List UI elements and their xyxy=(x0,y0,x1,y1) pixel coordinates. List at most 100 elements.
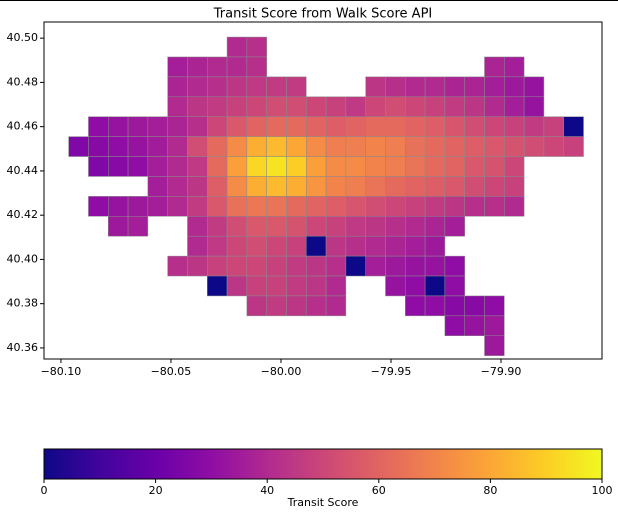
colorbar-tick-label: 20 xyxy=(149,484,163,497)
grid-cell xyxy=(306,196,327,217)
grid-cell xyxy=(345,255,366,277)
y-tick-label: 40.40 xyxy=(7,252,39,265)
grid-cell xyxy=(325,196,347,217)
grid-cell xyxy=(504,136,525,157)
grid-cell xyxy=(385,96,406,117)
grid-cell xyxy=(147,156,168,177)
grid-cell xyxy=(246,275,267,297)
y-tick-label: 40.36 xyxy=(7,341,39,354)
grid-cell xyxy=(325,255,347,277)
grid-cell xyxy=(306,156,327,177)
grid-cell xyxy=(405,116,426,137)
grid-cell xyxy=(365,176,386,197)
grid-cell xyxy=(286,216,307,237)
grid-cell xyxy=(543,116,564,137)
grid-cell xyxy=(246,36,267,58)
grid-cell xyxy=(405,156,426,177)
grid-cell xyxy=(147,196,168,217)
grid-cell xyxy=(226,255,248,277)
grid-cell xyxy=(266,275,287,297)
grid-cell xyxy=(127,216,149,237)
grid-cell xyxy=(246,255,267,277)
grid-cell xyxy=(207,255,228,277)
grid-cell xyxy=(424,116,446,137)
grid-cell xyxy=(365,235,386,257)
grid-cell xyxy=(286,156,307,177)
grid-cell xyxy=(226,116,248,137)
grid-cell xyxy=(207,235,228,257)
grid-cell xyxy=(246,56,267,78)
chart-title: Transit Score from Walk Score API xyxy=(213,7,433,22)
grid-cell xyxy=(405,275,426,297)
grid-cell xyxy=(266,255,287,277)
grid-cell xyxy=(107,116,129,137)
grid-cell xyxy=(424,136,446,157)
grid-cell xyxy=(365,216,386,237)
grid-cell xyxy=(444,255,465,277)
grid-cell xyxy=(286,255,307,277)
grid-cell xyxy=(167,136,188,157)
grid-cell xyxy=(484,56,505,78)
grid-cell xyxy=(207,275,228,297)
grid-cell xyxy=(167,196,188,217)
colorbar-tick-label: 40 xyxy=(260,484,274,497)
grid-cell xyxy=(207,216,228,237)
grid-cell xyxy=(424,255,446,277)
grid-cell xyxy=(167,156,188,177)
grid-cell xyxy=(286,116,307,137)
grid-cell xyxy=(226,36,248,58)
grid-cell xyxy=(266,196,287,217)
grid-cell xyxy=(127,116,149,137)
grid-cell xyxy=(464,116,485,137)
grid-cell xyxy=(306,255,327,277)
colorbar-tick-label: 80 xyxy=(483,484,497,497)
grid-cell xyxy=(246,96,267,117)
grid-cell xyxy=(187,255,208,277)
grid-cell xyxy=(226,156,248,177)
grid-cell xyxy=(167,56,188,78)
grid-cell xyxy=(266,76,287,98)
grid-cell xyxy=(187,196,208,217)
grid-cell xyxy=(385,196,406,217)
grid-cell xyxy=(385,176,406,197)
grid-cell xyxy=(266,176,287,197)
grid-cell xyxy=(484,176,505,197)
grid-cell xyxy=(266,216,287,237)
grid-cell xyxy=(266,96,287,117)
grid-cell xyxy=(365,156,386,177)
grid-cell xyxy=(444,136,465,157)
grid-cell xyxy=(444,315,465,337)
grid-cell xyxy=(207,176,228,197)
grid-cell xyxy=(187,56,208,78)
grid-cell xyxy=(187,76,208,98)
grid-cell xyxy=(444,275,465,297)
grid-cell xyxy=(147,136,168,157)
grid-cell xyxy=(286,96,307,117)
grid-cell xyxy=(504,96,525,117)
grid-cell xyxy=(464,136,485,157)
grid-cell xyxy=(167,255,188,277)
grid-cell xyxy=(246,76,267,98)
grid-cell xyxy=(444,76,465,98)
grid-cell xyxy=(424,216,446,237)
grid-cell xyxy=(385,275,406,297)
plot-frame xyxy=(43,21,603,360)
grid-cell xyxy=(246,216,267,237)
grid-cell xyxy=(424,156,446,177)
grid-cell xyxy=(246,156,267,177)
x-tick-label: −80.05 xyxy=(151,365,192,378)
x-tick-label: −79.90 xyxy=(481,365,522,378)
colorbar-tick-label: 60 xyxy=(372,484,386,497)
grid-cell xyxy=(266,156,287,177)
grid-cell xyxy=(187,176,208,197)
grid-cell xyxy=(266,235,287,257)
grid-cell xyxy=(207,96,228,117)
grid-cell xyxy=(226,56,248,78)
grid-cell xyxy=(226,96,248,117)
colorbar-tick-label: 0 xyxy=(41,484,48,497)
grid-cell xyxy=(226,216,248,237)
grid-cell xyxy=(444,116,465,137)
grid-cell xyxy=(345,116,366,137)
grid-cell xyxy=(266,116,287,137)
